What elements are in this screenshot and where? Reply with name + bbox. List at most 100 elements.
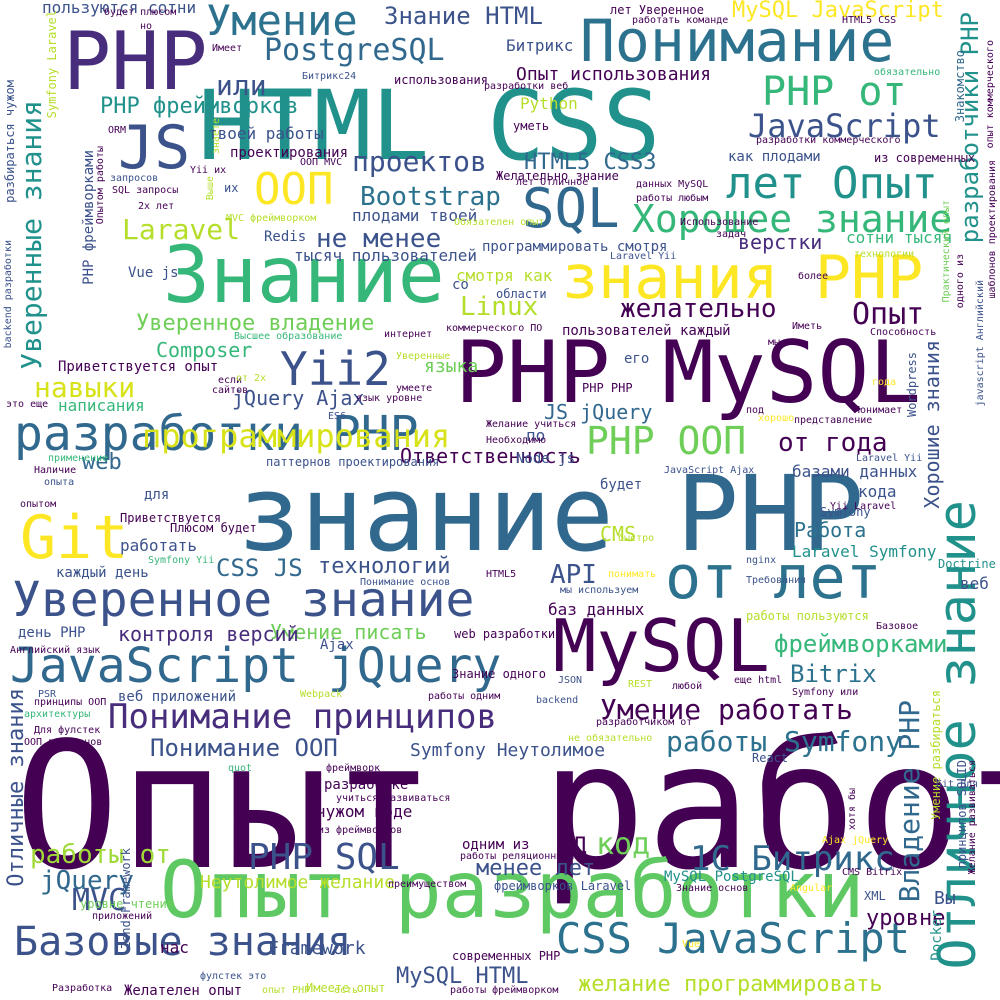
cloud-word: quot — [228, 763, 253, 774]
cloud-word: мы используем — [560, 585, 639, 596]
cloud-word: если — [218, 375, 243, 386]
cloud-word: работать команде — [632, 15, 729, 26]
cloud-word: PSR — [38, 689, 57, 700]
cloud-word: Вы — [934, 888, 956, 909]
cloud-word: веб — [960, 574, 989, 593]
cloud-word: лет Уверенное — [610, 3, 704, 17]
cloud-word: PHP фреймворков — [100, 94, 299, 119]
cloud-word: Умение писать — [270, 620, 427, 644]
cloud-word: опыта — [44, 477, 75, 488]
cloud-word: Знание HTML — [384, 2, 543, 30]
cloud-word: программировать смотря — [482, 239, 668, 255]
cloud-word: работы любым — [636, 193, 709, 204]
cloud-word: ORM — [108, 125, 127, 136]
cloud-word: преимуществом — [388, 879, 467, 890]
cloud-word: HTML5 — [486, 569, 517, 580]
cloud-word: фулстек это — [200, 971, 267, 982]
cloud-word: чужом коде — [316, 802, 413, 821]
cloud-word: PHP PHP — [582, 381, 633, 395]
cloud-word: PHP от — [762, 69, 907, 115]
cloud-word: MVC фреймворком — [226, 213, 317, 224]
cloud-word: современных PHP — [452, 949, 561, 963]
cloud-word: из современных — [874, 151, 976, 165]
cloud-word: года — [872, 377, 897, 388]
cloud-word: задач — [716, 229, 747, 240]
cloud-word: данных MySQL — [636, 179, 709, 190]
cloud-word: jQuery Ajax — [232, 386, 365, 410]
cloud-word: Использование — [680, 217, 759, 228]
cloud-word: Приветствуется опыт — [58, 359, 219, 375]
cloud-word: не обязательно — [568, 733, 653, 744]
cloud-word: Для фулстек — [34, 725, 101, 736]
cloud-word: Необходимо — [486, 435, 547, 446]
cloud-word: написания — [58, 396, 145, 415]
cloud-word: Doctrine — [938, 557, 996, 571]
cloud-word: баз данных — [548, 600, 645, 619]
cloud-word: применение — [48, 453, 109, 464]
cloud-word: Требования — [746, 575, 807, 586]
cloud-word: разработчики PHP — [956, 12, 984, 244]
cloud-word: Плюсом будет — [170, 521, 257, 535]
cloud-word: одного из — [955, 254, 966, 309]
cloud-word: умеете — [396, 383, 433, 394]
cloud-word: Разработка — [52, 983, 113, 994]
cloud-word: JavaScript jQuery — [10, 638, 502, 694]
cloud-word: Bootstrap — [360, 182, 501, 212]
cloud-word: работы фреймворком — [450, 985, 559, 996]
cloud-word: PostgreSQL — [264, 33, 445, 68]
cloud-word: работы Symfony — [666, 725, 903, 758]
cloud-word: со — [452, 277, 469, 293]
cloud-word: Yii Laravel — [830, 501, 897, 512]
cloud-word: от года — [778, 428, 888, 458]
cloud-word: будет — [600, 477, 643, 493]
cloud-word: XML — [864, 889, 886, 903]
cloud-word: Имеете опыт — [306, 981, 386, 995]
cloud-word: использования — [394, 73, 488, 87]
cloud-word: Понимание — [580, 7, 895, 75]
cloud-word: Выше — [205, 176, 216, 201]
cloud-word: React — [752, 751, 789, 765]
cloud-word: работы пользуются — [746, 609, 869, 623]
cloud-word: Redis — [264, 229, 307, 245]
cloud-word: коммерческого ПО — [446, 323, 543, 334]
cloud-word: из фреймворков — [318, 825, 403, 836]
cloud-word: разработке — [324, 777, 409, 793]
cloud-word: знание PHP — [238, 453, 865, 575]
cloud-word: Битрикс24 — [302, 71, 357, 82]
cloud-word: CSS JavaScript — [556, 914, 911, 963]
cloud-word: БД — [560, 834, 587, 859]
cloud-word: Laravel Yii — [856, 453, 923, 464]
cloud-word: программирования — [142, 417, 451, 455]
cloud-word: Знание одного — [452, 667, 546, 681]
cloud-word: Иметь — [792, 321, 823, 332]
cloud-word: лет Опыт — [726, 158, 938, 209]
cloud-word: обязательно — [874, 67, 941, 78]
cloud-word: backend разработки — [3, 240, 14, 349]
cloud-word: PHP — [63, 15, 208, 108]
cloud-word: разработки коммерческого — [756, 135, 901, 146]
cloud-word: от 2х — [236, 373, 267, 384]
cloud-word: день PHP — [18, 625, 86, 641]
cloud-word: уровне — [866, 906, 946, 931]
cloud-word: опыт коммерческого — [985, 40, 996, 149]
cloud-word: Желательно знание — [496, 169, 619, 183]
cloud-word: проектов — [352, 145, 487, 178]
cloud-word: Symfony — [820, 505, 871, 519]
cloud-word: работы одним — [428, 691, 501, 702]
cloud-word: фреймворк — [326, 763, 381, 774]
cloud-word: Laravel Symfony — [792, 542, 937, 561]
cloud-word: разработки PHP — [14, 406, 419, 462]
cloud-word: Желание учиться — [486, 419, 577, 430]
cloud-word: ООП — [254, 164, 334, 215]
cloud-word: Опытом работы — [95, 146, 106, 225]
cloud-word: хорошо — [758, 413, 795, 424]
cloud-word: приложений — [92, 911, 153, 922]
cloud-word: разбираться чужом — [3, 80, 17, 203]
cloud-word: любой — [672, 681, 703, 692]
cloud-word: API — [550, 560, 597, 590]
cloud-word: веб приложений — [118, 689, 237, 705]
cloud-word: Знание основ — [676, 883, 749, 894]
cloud-word: Linux — [460, 292, 539, 322]
cloud-word: от лет — [665, 543, 882, 613]
cloud-word: PHP SQL — [248, 837, 400, 878]
